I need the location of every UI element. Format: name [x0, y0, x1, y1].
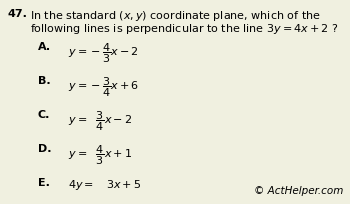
Text: $4y = \ \ \ 3x + 5$: $4y = \ \ \ 3x + 5$: [68, 178, 141, 192]
Text: $y = \ \ \dfrac{3}{4}x - 2$: $y = \ \ \dfrac{3}{4}x - 2$: [68, 110, 132, 133]
Text: $y = -\dfrac{4}{3}x - 2$: $y = -\dfrac{4}{3}x - 2$: [68, 42, 139, 65]
Text: © ActHelper.com: © ActHelper.com: [254, 186, 343, 196]
Text: A.: A.: [38, 42, 51, 52]
Text: B.: B.: [38, 76, 51, 86]
Text: $y = -\dfrac{3}{4}x + 6$: $y = -\dfrac{3}{4}x + 6$: [68, 76, 139, 100]
Text: E.: E.: [38, 178, 50, 188]
Text: In the standard ($x,y$) coordinate plane, which of the: In the standard ($x,y$) coordinate plane…: [30, 9, 321, 23]
Text: 47.: 47.: [8, 9, 28, 19]
Text: C.: C.: [38, 110, 50, 120]
Text: following lines is perpendicular to the line $3y = 4x + 2$ ?: following lines is perpendicular to the …: [30, 22, 339, 36]
Text: $y = \ \ \dfrac{4}{3}x + 1$: $y = \ \ \dfrac{4}{3}x + 1$: [68, 144, 132, 167]
Text: D.: D.: [38, 144, 51, 154]
